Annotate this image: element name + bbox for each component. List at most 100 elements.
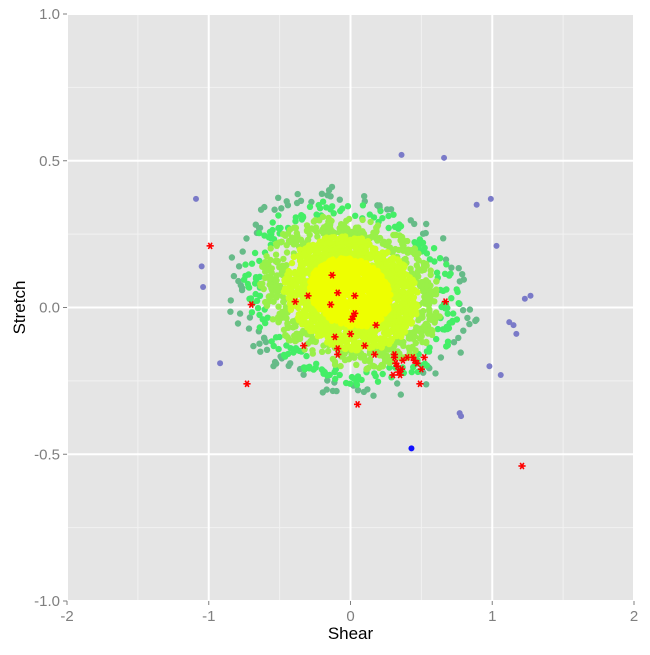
cloud-point xyxy=(408,368,415,376)
scatter-point xyxy=(441,154,448,161)
cloud-point xyxy=(386,364,393,371)
highlight-point-stroke xyxy=(335,289,341,297)
cloud-point xyxy=(365,364,372,372)
y-tick-label: 1.0 xyxy=(39,6,60,23)
cloud-point xyxy=(256,311,263,319)
cloud-point xyxy=(432,370,439,377)
cloud-point xyxy=(306,231,313,238)
cloud-point xyxy=(243,235,250,242)
scatter-point xyxy=(408,445,415,452)
highlight-point-stroke xyxy=(373,321,379,329)
cloud-point xyxy=(274,257,281,265)
cloud-point xyxy=(434,325,442,333)
cloud-point xyxy=(336,196,343,203)
highlight-point-stroke xyxy=(332,333,338,341)
highlight-point xyxy=(300,342,308,350)
cloud-point xyxy=(367,218,374,226)
y-tick-label: -0.5 xyxy=(34,446,60,463)
highlight-point xyxy=(334,289,342,297)
cloud-point xyxy=(326,371,333,379)
cloud-point xyxy=(267,245,274,252)
cloud-point xyxy=(342,379,350,387)
cloud-point xyxy=(430,245,438,252)
highlight-point-stroke xyxy=(292,298,298,306)
x-tick-label: 1 xyxy=(488,608,496,625)
highlight-point xyxy=(420,353,428,361)
cloud-point xyxy=(245,271,252,278)
cloud-point xyxy=(257,348,264,355)
cloud-point xyxy=(268,292,275,300)
density-cloud xyxy=(227,183,480,399)
scatter-point xyxy=(527,292,534,299)
cloud-point xyxy=(228,254,236,261)
cloud-point xyxy=(262,319,269,327)
cloud-point xyxy=(248,260,256,267)
cloud-point xyxy=(230,272,238,280)
cloud-point xyxy=(271,358,279,366)
cloud-point xyxy=(256,224,264,232)
cloud-point xyxy=(256,229,263,237)
cloud-point xyxy=(235,263,243,270)
cloud-point xyxy=(323,386,330,393)
cloud-point xyxy=(414,368,422,376)
cloud-point xyxy=(438,303,445,311)
cloud-point xyxy=(379,240,386,247)
cloud-point xyxy=(460,327,467,334)
cloud-point xyxy=(309,347,316,354)
cloud-point xyxy=(292,345,300,352)
cloud-point xyxy=(419,230,427,237)
cloud-point xyxy=(329,355,337,363)
cloud-point xyxy=(288,259,296,267)
cloud-point xyxy=(271,206,278,213)
cloud-point xyxy=(394,380,401,387)
cloud-point xyxy=(247,295,255,302)
cloud-point xyxy=(251,249,259,257)
highlight-point xyxy=(351,292,359,300)
highlight-point-stroke xyxy=(404,353,410,361)
highlight-point-stroke xyxy=(352,292,358,300)
highlight-point-stroke xyxy=(355,400,361,408)
cloud-point xyxy=(272,251,280,258)
cloud-point xyxy=(248,309,256,316)
scatter-point xyxy=(458,413,465,420)
cloud-point xyxy=(278,205,285,212)
cloud-point xyxy=(439,326,447,333)
cloud-point xyxy=(250,342,257,350)
scatter-points xyxy=(192,151,534,470)
cloud-point xyxy=(448,264,455,271)
cloud-point xyxy=(344,203,352,210)
cloud-point xyxy=(256,292,264,299)
highlight-point xyxy=(410,356,418,364)
cloud-point xyxy=(290,253,297,261)
cloud-point xyxy=(444,338,452,345)
cloud-point xyxy=(390,211,397,218)
highlight-point-stroke xyxy=(335,350,341,358)
highlight-point-stroke xyxy=(411,356,417,364)
cloud-point xyxy=(234,320,242,327)
highlight-point-stroke xyxy=(421,353,427,361)
cloud-point xyxy=(385,212,392,220)
cloud-point xyxy=(450,310,457,317)
cloud-point xyxy=(336,371,343,379)
cloud-point xyxy=(379,370,386,378)
highlight-point xyxy=(304,292,312,300)
highlight-point xyxy=(417,365,425,373)
highlight-point-stroke xyxy=(400,356,406,364)
scatter-point xyxy=(200,283,207,290)
cloud-point xyxy=(260,285,267,293)
x-tick-label: 0 xyxy=(346,608,354,625)
highlight-point-stroke xyxy=(390,371,396,379)
highlight-point xyxy=(351,309,359,317)
cloud-point xyxy=(390,231,397,239)
cloud-point xyxy=(263,346,271,353)
highlight-point-stroke xyxy=(414,359,420,367)
cloud-point xyxy=(472,317,479,325)
cloud-point xyxy=(327,193,334,200)
x-axis-title: Shear xyxy=(328,624,374,643)
highlight-point-stroke xyxy=(348,330,353,338)
cloud-point xyxy=(287,345,294,352)
highlight-point xyxy=(348,315,356,323)
highlight-point xyxy=(396,371,404,379)
scatter-point xyxy=(192,195,199,202)
